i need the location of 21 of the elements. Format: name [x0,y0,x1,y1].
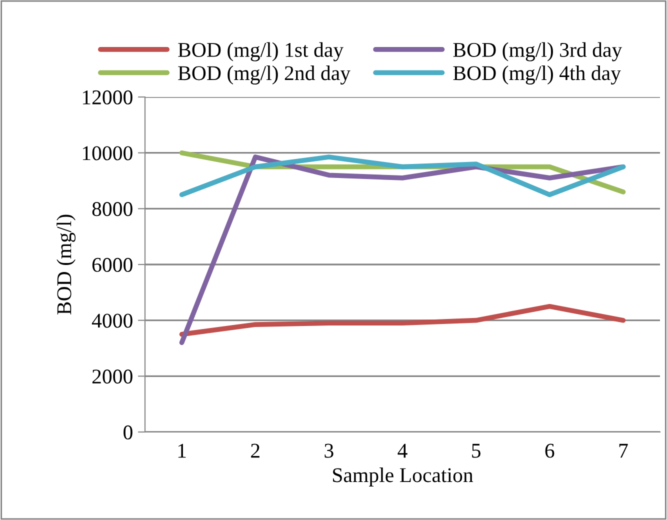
x-tick-label: 2 [251,444,260,458]
x-tick-label: 1 [178,444,186,458]
y-tick-label: 4000 [92,314,132,328]
legend-label: BOD (mg/l) 2nd day [178,66,350,84]
x-axis-title: Sample Location [333,468,474,486]
y-axis-title: BOD (mg/l) [56,214,76,315]
x-tick-label: 7 [619,444,628,458]
legend-label: BOD (mg/l) 4th day [453,66,621,84]
y-tick-label: 8000 [92,202,132,216]
legend-label: BOD (mg/l) 1st day [178,42,344,62]
x-tick-label: 4 [398,444,408,458]
x-tick-label: 6 [545,444,554,458]
y-tick-label: 10000 [82,146,132,160]
y-tick-label: 0 [124,425,132,440]
y-tick-label: 2000 [92,370,132,384]
x-tick-label: 3 [324,444,334,458]
y-tick-label: 12000 [82,90,132,104]
y-tick-label: 6000 [92,258,132,272]
x-tick-label: 5 [472,444,480,458]
legend-label: BOD (mg/l) 3rd day [453,42,622,62]
line-series [179,304,626,337]
